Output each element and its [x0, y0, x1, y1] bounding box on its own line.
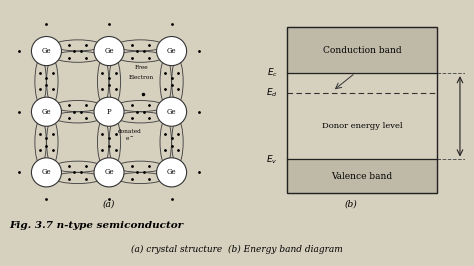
- Circle shape: [94, 36, 124, 66]
- Text: (a): (a): [103, 200, 115, 209]
- Text: Ge: Ge: [167, 168, 176, 176]
- Circle shape: [94, 97, 124, 126]
- Text: Fig. 3.7 n-type semiconductor: Fig. 3.7 n-type semiconductor: [9, 221, 183, 230]
- Circle shape: [94, 158, 124, 187]
- Text: Ge: Ge: [42, 108, 51, 116]
- Text: P: P: [107, 108, 111, 116]
- Circle shape: [156, 158, 187, 187]
- Text: Ge: Ge: [104, 47, 114, 55]
- Circle shape: [31, 36, 62, 66]
- Text: Donor energy level: Donor energy level: [322, 122, 402, 130]
- Circle shape: [31, 158, 62, 187]
- Text: $E_d$: $E_d$: [266, 87, 278, 99]
- Text: Conduction band: Conduction band: [323, 45, 401, 55]
- Text: Valence band: Valence band: [332, 172, 392, 181]
- Circle shape: [156, 36, 187, 66]
- Text: Ge: Ge: [42, 168, 51, 176]
- Text: $E_c$: $E_c$: [267, 67, 278, 80]
- Text: Ge: Ge: [104, 168, 114, 176]
- Text: $E_v$: $E_v$: [266, 153, 278, 166]
- Text: donated: donated: [118, 129, 142, 134]
- Text: Electron: Electron: [129, 75, 154, 80]
- Text: Ge: Ge: [167, 108, 176, 116]
- Circle shape: [31, 97, 62, 126]
- Text: Ge: Ge: [42, 47, 51, 55]
- Text: Free: Free: [135, 65, 148, 70]
- Text: Ge: Ge: [167, 47, 176, 55]
- Text: (b): (b): [345, 200, 357, 209]
- Text: (a) crystal structure  (b) Energy band diagram: (a) crystal structure (b) Energy band di…: [131, 245, 343, 254]
- Circle shape: [156, 97, 187, 126]
- Text: e$^-$: e$^-$: [125, 135, 135, 143]
